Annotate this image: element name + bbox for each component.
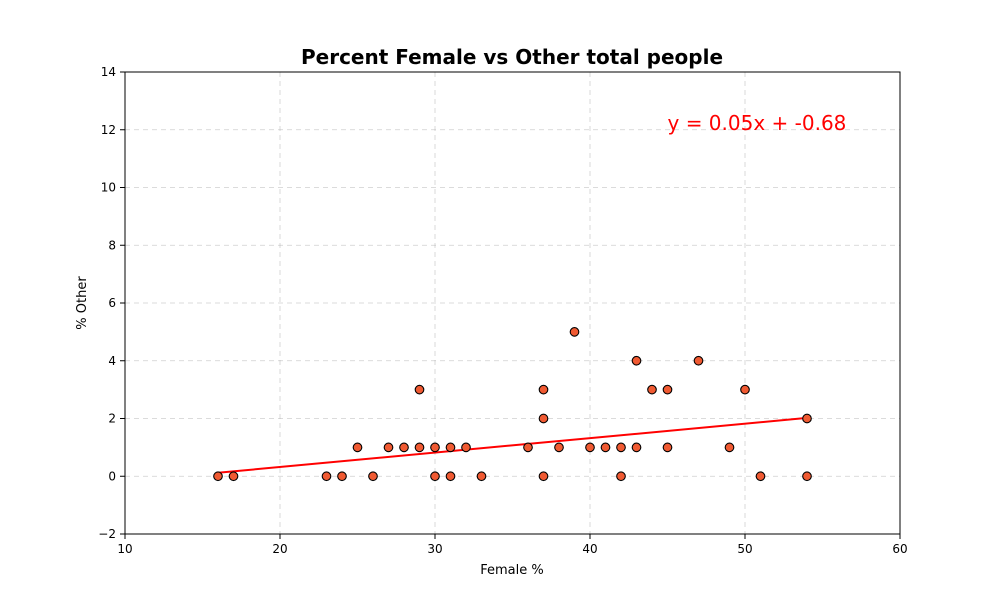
data-point [662, 384, 673, 395]
data-point [523, 442, 533, 453]
data-point [399, 442, 409, 453]
regression-line-group [217, 416, 808, 474]
regression-line [217, 416, 808, 474]
data-point [414, 442, 425, 453]
data-point [569, 327, 580, 337]
data-point [616, 471, 626, 482]
y-tick-label: 0 [108, 469, 116, 483]
regression-equation-annotation: y = 0.05x + -0.68 [668, 111, 847, 135]
data-point [538, 384, 549, 395]
y-tick-label: 8 [108, 238, 116, 252]
y-tick-label: 14 [101, 65, 116, 79]
data-point [476, 471, 487, 482]
data-point [600, 442, 611, 453]
data-point [662, 442, 673, 453]
data-point [554, 442, 564, 453]
data-point [802, 471, 812, 482]
x-tick-label: 10 [117, 542, 132, 556]
y-tick-label: 4 [108, 354, 116, 368]
data-point [368, 471, 378, 482]
data-point [755, 471, 766, 482]
data-point [430, 442, 440, 453]
data-point [430, 471, 440, 482]
data-point [585, 442, 595, 453]
data-point [740, 384, 750, 395]
x-axis-label: Female % [480, 563, 544, 578]
data-point [461, 442, 471, 453]
data-point [337, 471, 347, 482]
x-tick-label: 30 [427, 542, 442, 556]
data-points [213, 327, 812, 482]
data-point [693, 355, 704, 366]
grid [124, 71, 901, 535]
data-point [538, 471, 549, 482]
data-point [647, 384, 657, 395]
data-point [228, 471, 239, 482]
y-tick-label: 2 [108, 412, 116, 426]
data-point [631, 355, 642, 366]
y-tick-label: 10 [101, 181, 116, 195]
data-point [352, 442, 363, 453]
y-tick-label: 6 [108, 296, 116, 310]
data-point [445, 471, 456, 482]
y-tick-label: −2 [98, 527, 116, 541]
x-tick-label: 60 [892, 542, 907, 556]
data-point [445, 442, 456, 453]
axis-ticks: 10 20 30 40 50 60 −2 0 2 4 6 8 10 12 14 [98, 65, 907, 556]
data-point [802, 413, 812, 424]
data-point [321, 471, 332, 482]
data-point [631, 442, 642, 453]
x-tick-label: 40 [582, 542, 597, 556]
data-point [383, 442, 394, 453]
y-tick-label: 12 [101, 123, 116, 137]
data-point [414, 384, 425, 395]
data-point [213, 471, 223, 482]
data-point [724, 442, 735, 453]
data-point [538, 413, 549, 424]
chart-title: Percent Female vs Other total people [301, 45, 723, 69]
data-point [616, 442, 626, 453]
x-tick-label: 50 [737, 542, 752, 556]
x-tick-label: 20 [272, 542, 287, 556]
y-axis-label: % Other [75, 276, 90, 330]
